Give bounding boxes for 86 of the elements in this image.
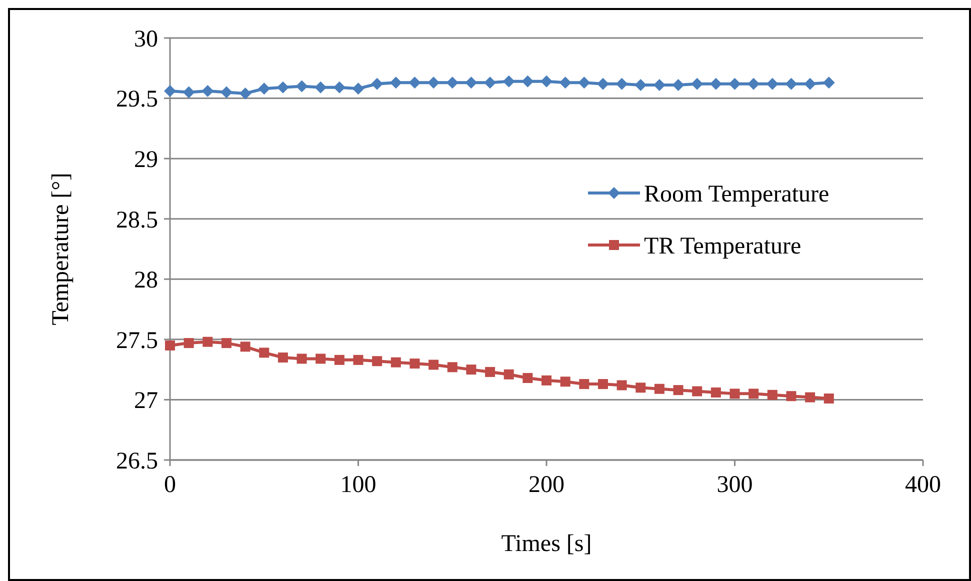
point [259,348,270,358]
point [390,357,401,368]
point [446,76,458,89]
x-tick-label: 300 [716,472,753,498]
point [766,78,778,90]
point [824,394,834,404]
point [334,354,344,365]
point [408,76,421,89]
y-tick-label: 29.5 [116,86,158,113]
point [522,373,533,384]
x-tick-label: 400 [905,472,941,498]
point [822,76,835,89]
point [710,78,722,90]
point [182,86,195,98]
point [314,81,327,94]
point [767,390,778,400]
point [296,354,307,364]
point [596,78,609,90]
y-tick-label: 30 [134,26,158,52]
point [428,360,439,370]
point [748,388,759,399]
point [504,369,514,380]
point [578,76,590,89]
point [560,376,570,387]
point [316,354,326,364]
point [333,81,346,94]
point [522,75,534,88]
point [804,78,816,90]
point [296,80,308,92]
point [654,384,664,394]
point [202,336,213,347]
point [636,382,646,393]
x-axis-title: Times [s] [501,531,592,557]
point [748,78,760,90]
point [164,85,176,98]
point [672,79,684,92]
point [542,375,552,386]
point [502,75,515,88]
point [240,342,250,352]
point [220,86,232,98]
point [484,76,496,89]
point [579,379,590,390]
y-tick-label: 29 [134,146,158,173]
point [353,354,364,365]
point [221,338,232,348]
point [276,81,289,94]
x-tick-label: 200 [528,472,564,498]
point [786,391,796,402]
point [485,366,496,377]
point [202,85,214,98]
point [184,338,194,348]
legend-label: TR Temperature [644,233,802,260]
point [616,380,627,390]
point [352,82,364,95]
point [278,352,288,363]
point [805,392,816,402]
point [410,358,420,369]
y-tick-label: 28 [134,268,158,294]
y-axis-title: Temperature [°] [48,172,74,326]
y-tick-label: 27 [134,388,158,414]
point [239,87,252,100]
point [390,76,402,89]
point [785,78,798,90]
y-tick-label: 26.5 [116,448,158,474]
point [447,362,458,372]
legend-label: Room Temperature [644,181,830,208]
x-tick-label: 100 [340,472,376,498]
point [692,386,702,396]
y-tick-label: 27.5 [116,328,158,354]
point [673,385,684,396]
point [428,76,440,89]
point [710,387,721,398]
point [730,388,740,399]
point [540,75,552,88]
point [466,364,476,375]
x-tick-label: 0 [164,472,176,498]
point [372,356,382,366]
point [371,78,384,90]
y-tick-label: 28.5 [116,207,158,234]
point [598,379,608,390]
point [258,82,270,95]
point [691,78,704,90]
point [728,78,741,90]
point [559,76,572,89]
point [465,76,478,89]
point [616,78,628,90]
